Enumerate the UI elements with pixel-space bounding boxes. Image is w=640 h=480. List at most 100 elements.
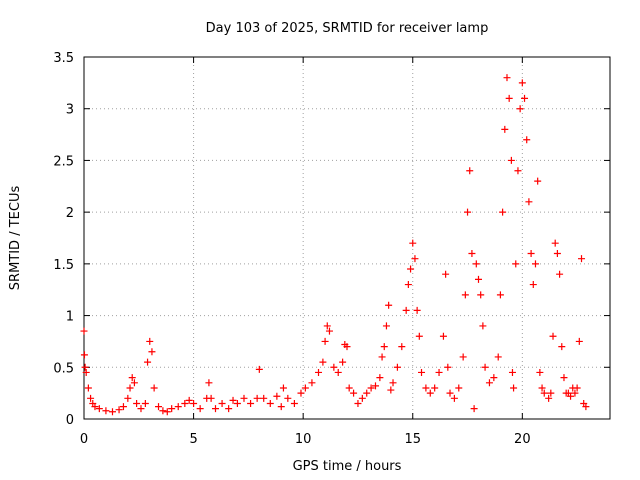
x-tick-label: 0 (80, 432, 88, 447)
data-point (534, 177, 542, 185)
data-point (380, 343, 388, 351)
data-point (413, 306, 421, 314)
data-point (573, 384, 581, 392)
data-point (499, 208, 507, 216)
data-point (450, 394, 458, 402)
data-point (279, 384, 287, 392)
data-point (461, 291, 469, 299)
data-point (553, 250, 561, 258)
data-point (435, 368, 443, 376)
data-point (477, 291, 485, 299)
x-tick-label: 20 (514, 432, 531, 447)
data-point (485, 379, 493, 387)
data-point (508, 368, 516, 376)
data-point (444, 363, 452, 371)
data-point (185, 396, 193, 404)
data-point (196, 405, 204, 413)
data-point (571, 389, 579, 397)
data-point (339, 358, 347, 366)
data-point (321, 337, 329, 345)
data-point (212, 405, 219, 413)
data-point (119, 403, 127, 411)
data-point (358, 394, 366, 402)
data-point (409, 239, 417, 247)
data-point (521, 94, 529, 102)
data-point (464, 208, 472, 216)
data-point (240, 394, 248, 402)
data-point (549, 332, 557, 340)
data-point (174, 403, 182, 411)
data-point (350, 389, 358, 397)
data-point (578, 255, 586, 263)
data-point (442, 270, 450, 278)
data-point (80, 351, 88, 359)
data-point (398, 343, 406, 351)
data-point (468, 250, 476, 258)
data-point (385, 301, 393, 309)
data-point (378, 353, 386, 361)
data-points (80, 74, 590, 416)
data-point (124, 394, 132, 402)
data-point (507, 156, 515, 164)
data-point (91, 403, 99, 411)
data-point (455, 384, 463, 392)
data-point (582, 403, 590, 411)
data-point (470, 405, 478, 413)
data-point (418, 368, 426, 376)
x-axis-label: GPS time / hours (293, 459, 402, 474)
data-point (297, 389, 305, 397)
data-point (556, 270, 564, 278)
data-point (343, 343, 351, 351)
data-point (273, 392, 281, 400)
data-point (301, 384, 309, 392)
data-point (545, 394, 553, 402)
data-point (190, 399, 198, 407)
data-point (529, 281, 537, 289)
data-point (168, 405, 176, 413)
data-point (527, 250, 535, 258)
data-point (128, 374, 136, 382)
data-point (137, 405, 145, 413)
data-point (525, 198, 533, 206)
data-point (475, 275, 482, 283)
data-point (141, 399, 149, 407)
data-point (516, 105, 524, 113)
data-point (130, 379, 138, 387)
data-point (218, 399, 226, 407)
data-point (536, 368, 544, 376)
data-point (146, 337, 154, 345)
data-point (102, 407, 110, 415)
data-point (95, 405, 103, 413)
data-point (501, 125, 509, 133)
data-point (323, 322, 331, 330)
data-point (371, 382, 379, 390)
data-point (325, 327, 333, 335)
data-point (334, 368, 342, 376)
data-point (84, 384, 92, 392)
data-point (431, 384, 439, 392)
data-point (512, 260, 520, 268)
data-point (404, 281, 412, 289)
data-point (354, 399, 362, 407)
data-point (133, 399, 141, 407)
data-point (411, 255, 419, 263)
data-point (290, 399, 298, 407)
data-point (567, 392, 575, 400)
data-point (575, 337, 583, 345)
data-point (207, 394, 215, 402)
data-point (233, 399, 241, 407)
data-point (81, 363, 89, 371)
data-point (247, 399, 255, 407)
y-axis-label: SRMTID / TECUs (8, 186, 23, 291)
data-point (163, 408, 171, 416)
data-point (225, 405, 233, 413)
data-point (540, 389, 548, 397)
data-point (496, 291, 504, 299)
data-point (523, 136, 531, 144)
data-point (547, 389, 555, 397)
data-point (459, 353, 467, 361)
data-point (393, 363, 401, 371)
data-point (205, 379, 213, 387)
